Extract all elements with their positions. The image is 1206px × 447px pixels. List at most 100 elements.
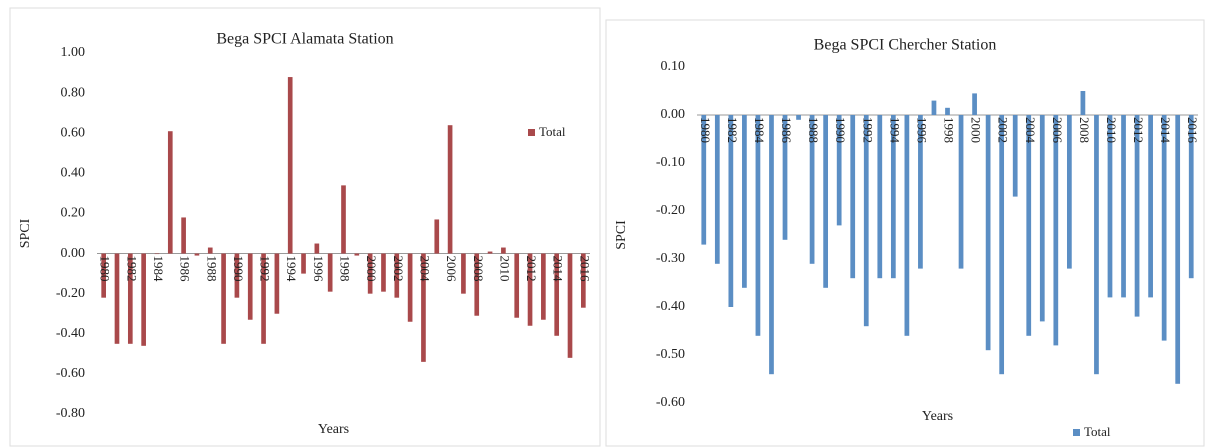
x-tick-label: 2016	[577, 256, 592, 282]
bar	[487, 251, 493, 254]
bar	[527, 253, 533, 326]
bar	[877, 115, 883, 279]
bar	[1134, 115, 1140, 317]
bar	[918, 115, 923, 269]
bar	[931, 100, 937, 115]
bar	[474, 253, 480, 316]
x-tick-label: 2000	[364, 256, 379, 282]
bar	[287, 77, 293, 254]
x-tick-label: 1994	[887, 117, 902, 144]
y-tick-label: -0.20	[56, 286, 85, 301]
x-tick-label: 2000	[969, 117, 984, 143]
bar	[154, 253, 160, 255]
y-tick-label: 0.10	[661, 59, 686, 74]
bar	[167, 131, 173, 254]
x-tick-label: 2014	[1158, 117, 1173, 144]
bar	[514, 253, 520, 318]
x-tick-label: 2002	[391, 256, 406, 282]
bar	[407, 253, 413, 322]
bar	[394, 253, 400, 298]
y-tick-label: -0.60	[56, 366, 85, 381]
bar	[1039, 115, 1045, 322]
x-tick-label: 1980	[98, 256, 113, 282]
chart-title: Bega SPCI Chercher Station	[814, 37, 997, 54]
bar	[434, 219, 440, 254]
y-tick-label: -0.50	[656, 347, 685, 362]
bar	[421, 253, 426, 362]
bar	[904, 115, 910, 336]
y-tick-label: -0.60	[656, 395, 685, 410]
x-tick-label: 1992	[258, 256, 273, 282]
bar	[1175, 115, 1181, 384]
y-tick-label: 0.60	[61, 125, 86, 140]
bar	[1121, 115, 1126, 298]
y-axis-label: SPCI	[614, 220, 629, 250]
bar	[141, 253, 146, 346]
bar	[958, 115, 964, 269]
bar	[314, 243, 320, 254]
bar	[274, 253, 280, 314]
bar	[769, 115, 774, 375]
bar	[221, 253, 226, 344]
bar	[114, 253, 120, 344]
bar	[541, 253, 546, 320]
bar	[836, 115, 842, 226]
bar	[207, 247, 213, 254]
bar	[1161, 115, 1167, 341]
bar	[985, 115, 991, 351]
x-tick-label: 1996	[311, 256, 326, 282]
bar	[1107, 115, 1113, 298]
bar	[461, 253, 466, 294]
y-tick-label: -0.20	[656, 203, 685, 218]
bar	[367, 253, 373, 294]
x-axis-label: Years	[922, 409, 953, 424]
x-tick-label: 2004	[417, 256, 432, 282]
bar	[809, 115, 815, 264]
bar	[999, 115, 1005, 375]
y-axis-label: SPCI	[18, 218, 33, 248]
legend-swatch	[1073, 429, 1080, 436]
x-tick-label: 2004	[1023, 117, 1038, 144]
bar	[261, 253, 266, 344]
bar	[972, 93, 977, 115]
bar	[782, 115, 788, 240]
chart-title: Bega SPCI Alamata Station	[216, 31, 393, 48]
x-tick-label: 1996	[914, 117, 929, 144]
bar	[101, 253, 106, 298]
bar	[381, 253, 386, 292]
y-tick-label: 0.00	[661, 107, 686, 122]
x-tick-label: 1986	[779, 117, 794, 144]
bar	[1066, 115, 1072, 269]
x-tick-label: 2002	[996, 117, 1011, 143]
x-tick-label: 2010	[1104, 117, 1119, 143]
bar	[1026, 115, 1032, 336]
x-tick-label: 1994	[284, 256, 299, 282]
bar	[1094, 115, 1099, 375]
bar	[945, 107, 950, 115]
bar	[1053, 115, 1059, 346]
x-tick-label: 2012	[524, 256, 539, 282]
x-tick-label: 1984	[151, 256, 166, 282]
x-tick-label: 1988	[806, 117, 821, 143]
bar	[327, 253, 333, 292]
x-tick-label: 2014	[551, 256, 566, 282]
legend-label: Total	[1084, 424, 1111, 439]
x-tick-label: 2012	[1131, 117, 1146, 143]
bar	[567, 253, 573, 358]
x-tick-label: 1992	[860, 117, 875, 143]
bar	[701, 115, 707, 245]
bar	[127, 253, 133, 344]
x-tick-label: 2008	[471, 256, 486, 282]
x-tick-label: 1988	[204, 256, 219, 282]
bar	[501, 247, 506, 254]
x-tick-label: 1990	[231, 256, 246, 282]
bar	[728, 115, 734, 307]
y-tick-label: -0.10	[656, 155, 685, 170]
x-tick-label: 1982	[124, 256, 139, 282]
bar	[1148, 115, 1153, 298]
x-tick-label: 1998	[942, 117, 957, 143]
bar	[354, 253, 360, 256]
x-tick-label: 2006	[1050, 117, 1065, 144]
bar	[301, 253, 306, 274]
